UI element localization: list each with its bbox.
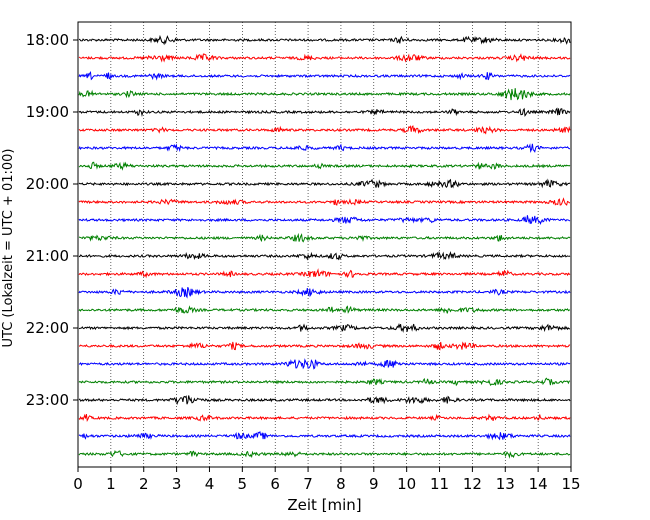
trace-2115 xyxy=(78,268,571,279)
x-tick-label-4: 4 xyxy=(205,475,215,493)
trace-2045 xyxy=(78,232,571,243)
y-tick-label-1: 19:00 xyxy=(26,103,69,121)
trace-1900 xyxy=(78,107,571,118)
x-tick-label-2: 2 xyxy=(139,475,149,493)
trace-2345 xyxy=(78,449,571,459)
trace-1800 xyxy=(78,34,571,46)
x-tick-label-15: 15 xyxy=(561,475,580,493)
x-axis-ticks: 0 1 2 3 4 5 6 7 8 9 10 11 12 13 14 15 xyxy=(73,467,581,493)
trace-1830 xyxy=(78,70,571,81)
trace-2000 xyxy=(78,178,571,189)
trace-2245 xyxy=(78,377,571,387)
plot-frame xyxy=(77,21,572,468)
x-axis-label: Zeit [min] xyxy=(287,496,361,514)
x-tick-label-3: 3 xyxy=(172,475,182,493)
y-axis-ticks: 18:00 19:00 20:00 21:00 22:00 23:00 xyxy=(26,31,78,409)
y-tick-label-0: 18:00 xyxy=(26,31,69,49)
x-tick-label-5: 5 xyxy=(238,475,248,493)
trace-2015 xyxy=(78,197,571,206)
y-axis-label: UTC (Lokalzeit = UTC + 01:00) xyxy=(1,149,16,348)
trace-2315 xyxy=(78,413,571,422)
trace-1915 xyxy=(78,125,571,135)
x-tick-label-10: 10 xyxy=(397,475,416,493)
x-tick-label-14: 14 xyxy=(529,475,548,493)
trace-2230 xyxy=(78,358,571,370)
trace-2330 xyxy=(78,430,571,441)
trace-2100 xyxy=(78,250,571,261)
trace-2145 xyxy=(78,305,571,314)
y-tick-label-4: 22:00 xyxy=(26,319,69,337)
x-tick-label-12: 12 xyxy=(463,475,482,493)
y-tick-label-2: 20:00 xyxy=(26,175,69,193)
seismic-traces xyxy=(78,34,571,459)
trace-2200 xyxy=(78,323,571,333)
vertical-gridlines xyxy=(110,22,539,467)
trace-1930 xyxy=(78,143,571,154)
trace-2215 xyxy=(78,341,571,351)
x-tick-label-1: 1 xyxy=(106,475,116,493)
x-tick-label-11: 11 xyxy=(430,475,449,493)
x-tick-label-7: 7 xyxy=(303,475,313,493)
x-tick-label-9: 9 xyxy=(369,475,379,493)
trace-2300 xyxy=(78,395,571,406)
trace-1845 xyxy=(78,88,571,101)
trace-1945 xyxy=(78,161,571,171)
trace-1815 xyxy=(78,53,571,63)
y-tick-label-5: 23:00 xyxy=(26,391,69,409)
trace-2030 xyxy=(78,215,571,225)
x-tick-label-13: 13 xyxy=(496,475,515,493)
y-tick-label-3: 21:00 xyxy=(26,247,69,265)
trace-2130 xyxy=(78,287,571,299)
x-tick-label-6: 6 xyxy=(270,475,280,493)
x-tick-label-8: 8 xyxy=(336,475,346,493)
x-tick-label-0: 0 xyxy=(73,475,83,493)
